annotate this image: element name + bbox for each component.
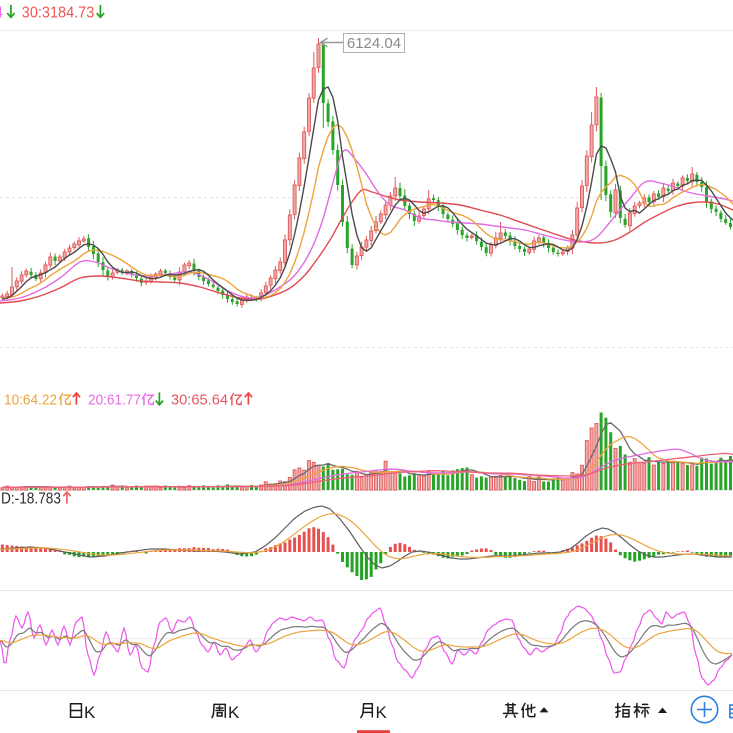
svg-text:6124.04: 6124.04	[347, 35, 401, 52]
svg-text:D:-18.783: D:-18.783	[1, 491, 61, 508]
svg-text:K: K	[376, 703, 388, 722]
svg-text:20:61.77: 20:61.77	[88, 393, 141, 409]
svg-text:4: 4	[0, 5, 3, 22]
svg-text:30:65.64: 30:65.64	[171, 393, 228, 409]
svg-text:30:3184.73: 30:3184.73	[22, 5, 95, 22]
svg-text:10:64.22: 10:64.22	[4, 393, 57, 409]
svg-text:K: K	[84, 703, 96, 722]
svg-text:K: K	[228, 703, 240, 722]
